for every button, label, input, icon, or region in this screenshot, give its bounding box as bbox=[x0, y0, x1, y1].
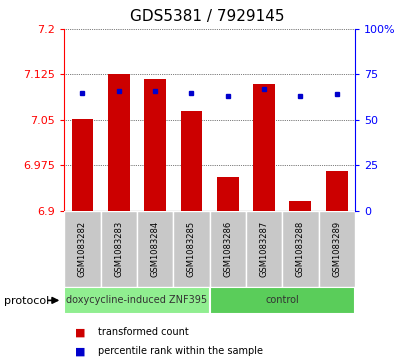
Text: GSM1083288: GSM1083288 bbox=[296, 221, 305, 277]
FancyBboxPatch shape bbox=[173, 211, 210, 287]
FancyBboxPatch shape bbox=[137, 211, 173, 287]
Bar bbox=[108, 74, 130, 211]
FancyBboxPatch shape bbox=[64, 211, 101, 287]
Bar bbox=[64, 287, 210, 314]
Bar bbox=[144, 79, 166, 211]
FancyBboxPatch shape bbox=[101, 211, 137, 287]
Text: percentile rank within the sample: percentile rank within the sample bbox=[98, 346, 263, 356]
Text: control: control bbox=[265, 295, 299, 305]
Bar bbox=[290, 201, 311, 211]
Text: GSM1083286: GSM1083286 bbox=[223, 221, 232, 277]
Text: GSM1083283: GSM1083283 bbox=[114, 221, 123, 277]
Bar bbox=[210, 287, 355, 314]
Text: ■: ■ bbox=[75, 327, 85, 337]
FancyBboxPatch shape bbox=[246, 211, 282, 287]
Text: transformed count: transformed count bbox=[98, 327, 188, 337]
FancyBboxPatch shape bbox=[282, 211, 319, 287]
FancyBboxPatch shape bbox=[319, 211, 355, 287]
Text: ■: ■ bbox=[75, 346, 85, 356]
Text: doxycycline-induced ZNF395: doxycycline-induced ZNF395 bbox=[66, 295, 208, 305]
Text: protocol: protocol bbox=[4, 295, 49, 306]
Text: GDS5381 / 7929145: GDS5381 / 7929145 bbox=[130, 9, 285, 24]
Bar bbox=[253, 84, 275, 211]
Bar bbox=[181, 111, 203, 211]
Bar bbox=[71, 119, 93, 211]
Text: GSM1083287: GSM1083287 bbox=[259, 221, 269, 277]
Text: GSM1083282: GSM1083282 bbox=[78, 221, 87, 277]
Bar bbox=[217, 177, 239, 211]
FancyBboxPatch shape bbox=[210, 211, 246, 287]
Text: GSM1083289: GSM1083289 bbox=[332, 221, 341, 277]
Text: GSM1083284: GSM1083284 bbox=[151, 221, 160, 277]
Text: GSM1083285: GSM1083285 bbox=[187, 221, 196, 277]
Bar bbox=[326, 171, 348, 211]
